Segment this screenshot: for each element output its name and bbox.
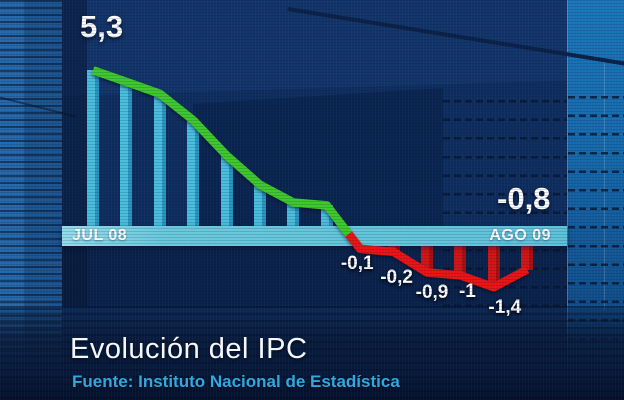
ipc-line-negative-segment (345, 231, 530, 292)
start-value-callout: 5,3 (80, 9, 124, 44)
axis-label-end: AGO 09 (489, 227, 551, 244)
bar-ene-09 (287, 202, 300, 226)
value-label-may-09: -0,9 (415, 282, 449, 304)
value-label-abr-09: -0,2 (380, 266, 413, 288)
bar-sep-08 (153, 93, 166, 226)
bar-dic-08 (254, 184, 266, 226)
bar-jun-09 (454, 246, 467, 276)
axis-label-start: JUL 08 (72, 227, 128, 244)
chart-title: Evolución del IPC (70, 333, 308, 365)
bar-ago-09 (521, 246, 534, 270)
zero-axis-band: JUL 08 AGO 09 (62, 226, 567, 246)
bar-jul-09 (487, 246, 500, 288)
below-axis-shade (62, 246, 567, 308)
chart-panel-top-highlight (62, 0, 567, 96)
value-label-jul-09: -1,4 (488, 297, 522, 319)
value-label-mar-09: -0,1 (340, 252, 374, 274)
bar-nov-08 (220, 155, 233, 226)
chart-source: Fuente: Instituto Nacional de Estadístic… (72, 372, 400, 391)
footer-background (0, 306, 624, 400)
value-label-jun-09: -1 (458, 281, 476, 303)
ipc-line-positive-segment (91, 66, 353, 237)
bar-jul-08 (87, 70, 99, 226)
chart-panel-left-shade (62, 0, 87, 306)
bar-ago-08 (120, 81, 133, 226)
bar-oct-08 (187, 120, 200, 226)
end-value-callout: -0,8 (497, 181, 551, 216)
